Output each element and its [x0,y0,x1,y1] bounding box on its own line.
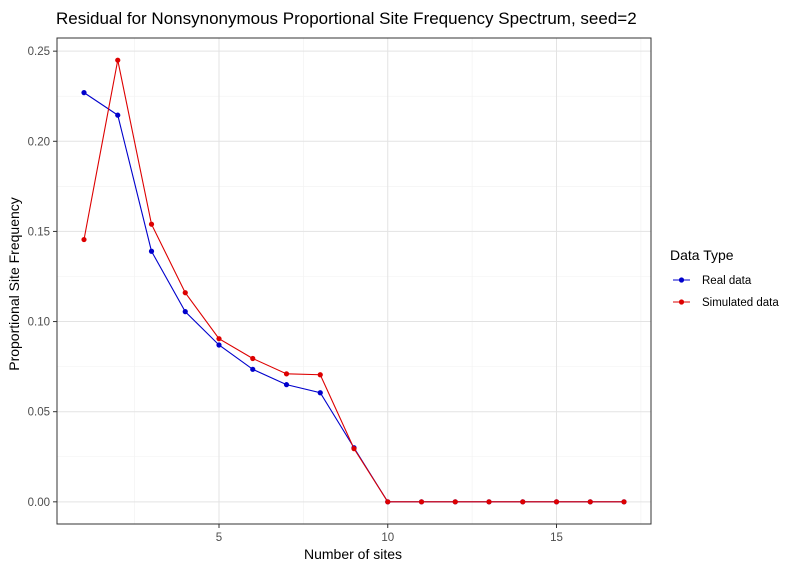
legend-items: Real data Simulated data [673,275,779,309]
data-point-real-data [250,366,256,372]
data-point-simulated-data [452,499,458,505]
data-point-simulated-data [148,221,155,227]
x-tick-label: 15 [550,532,563,544]
data-point-simulated-data [81,236,87,243]
data-point-simulated-data [317,372,323,378]
data-point-simulated-data [250,355,256,362]
data-point-simulated-data [520,499,526,505]
x-axis-title: Number of sites [304,546,402,562]
legend-key-point [678,277,685,283]
legend-item-simulated-data: Simulated data [673,297,779,309]
data-point-real-data [115,112,121,118]
data-point-simulated-data [418,499,425,505]
data-point-simulated-data [216,336,222,342]
data-point-real-data [283,382,290,388]
plot-border [56,37,652,525]
data-point-simulated-data [553,499,560,505]
y-tick-label: 0.25 [28,46,50,58]
chart-title: Residual for Nonsynonymous Proportional … [56,9,637,28]
x-tick-label: 10 [381,532,394,544]
x-tick-label: 5 [216,532,222,544]
data-point-simulated-data [182,290,188,296]
y-axis-title: Proportional Site Frequency [6,197,22,371]
data-point-real-data [216,342,222,348]
legend: Data Type Real data Simulated data [670,247,779,309]
y-axis: 0.00 0.05 0.10 0.15 0.20 0.25 [28,46,57,509]
y-tick-label: 0.00 [28,497,50,509]
y-tick-label: 0.15 [28,226,50,238]
legend-title: Data Type [670,247,734,263]
data-point-simulated-data [351,446,357,452]
data-point-simulated-data [115,57,121,63]
data-point-simulated-data [486,499,492,505]
data-point-real-data [182,309,188,315]
data-point-simulated-data [283,371,290,377]
series-simulated-data [81,57,627,505]
legend-label: Real data [702,275,752,287]
y-tick-label: 0.20 [28,136,50,148]
series-layer [81,57,627,505]
legend-key-point [678,299,685,305]
data-point-simulated-data [621,499,627,505]
x-axis: 5 10 15 [216,524,563,544]
y-tick-label: 0.05 [28,407,50,419]
data-point-real-data [81,90,87,96]
data-point-real-data [317,390,323,396]
legend-label: Simulated data [702,297,779,309]
legend-item-real-data: Real data [673,275,752,287]
data-point-simulated-data [587,499,593,505]
data-point-real-data [148,248,155,254]
minor-gridlines [57,38,651,524]
data-point-simulated-data [385,499,391,505]
y-tick-label: 0.10 [28,317,50,329]
